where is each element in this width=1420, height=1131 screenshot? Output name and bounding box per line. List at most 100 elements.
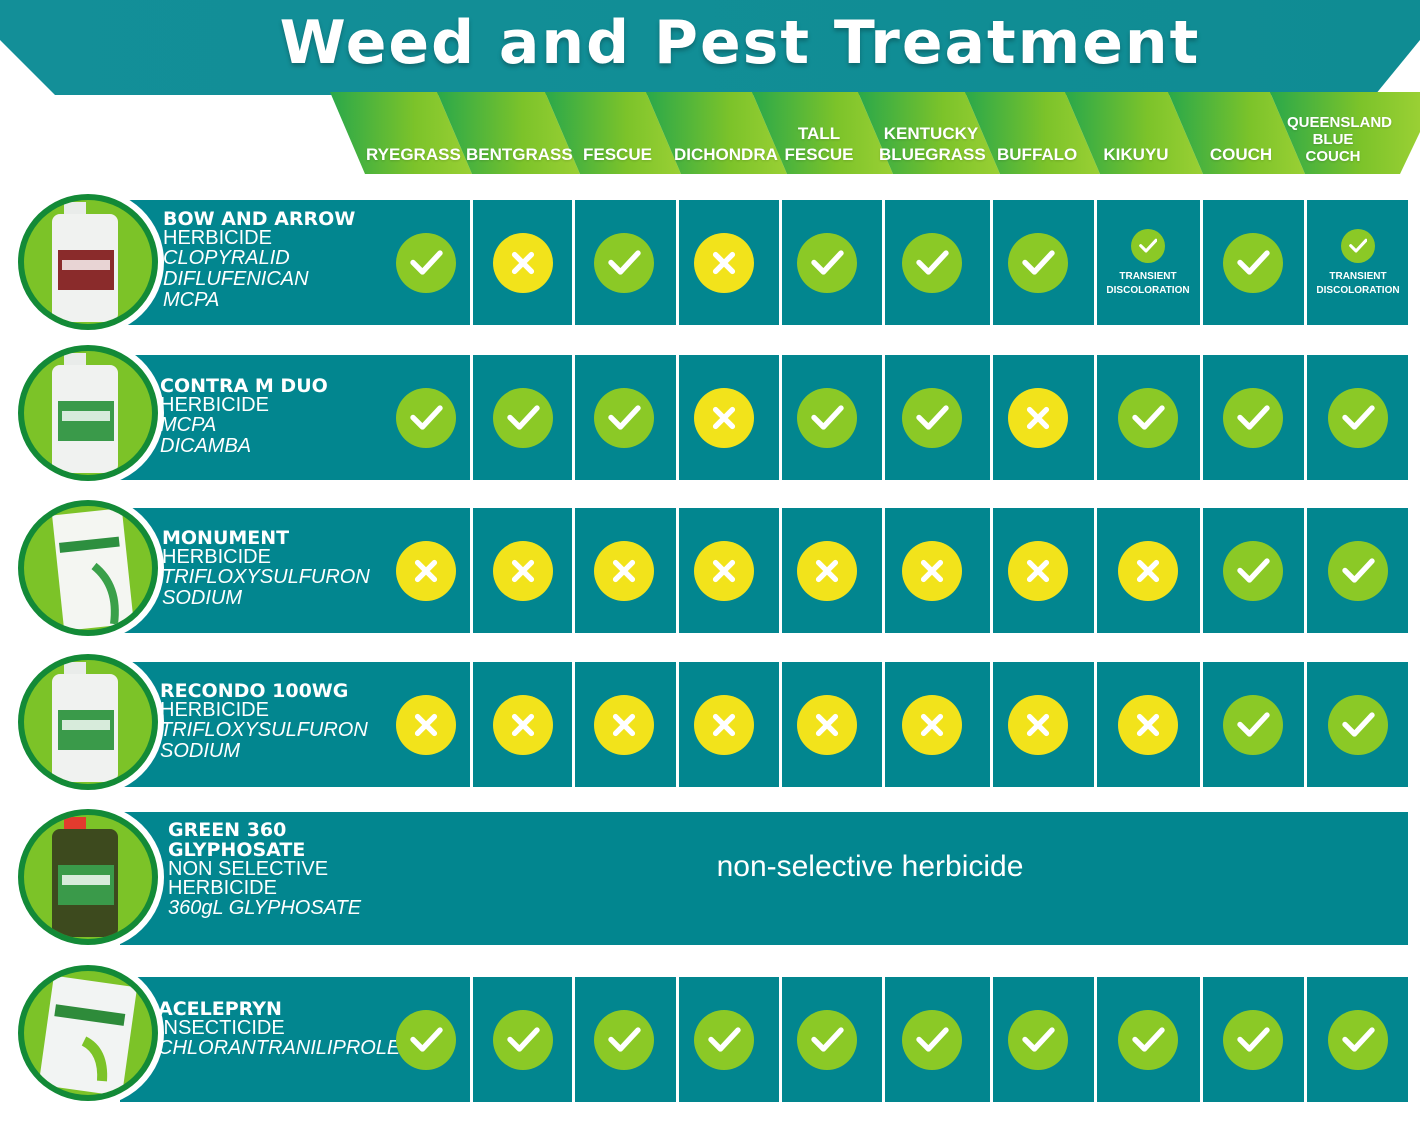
column-divider	[882, 355, 885, 480]
column-divider	[572, 977, 575, 1102]
column-divider	[1200, 355, 1203, 480]
column-divider	[1200, 662, 1203, 787]
unsuitable-cross-mark	[694, 694, 754, 755]
cross-icon	[815, 559, 839, 582]
check-icon	[810, 405, 844, 430]
monument-box	[18, 500, 158, 636]
active-ingredient: CLOPYRALID	[163, 247, 290, 269]
product-name: BOW AND ARROW	[163, 208, 356, 230]
column-tab-2	[545, 92, 681, 174]
suitable-check-mark	[902, 1009, 962, 1070]
check-icon	[1236, 250, 1270, 275]
check-icon	[1131, 1027, 1165, 1052]
column-header-bentgrass: BENTGRASS	[466, 145, 573, 164]
column-tab-8	[1168, 92, 1305, 174]
column-divider	[882, 200, 885, 325]
product-type: HERBICIDE	[163, 227, 272, 249]
unsuitable-cross-mark	[1118, 540, 1178, 601]
column-divider	[676, 508, 679, 633]
product-row	[120, 200, 1408, 325]
column-divider	[676, 662, 679, 787]
suitable-check-mark	[1223, 387, 1283, 448]
transient-discoloration-note: TRANSIENT DISCOLORATION	[1106, 271, 1190, 296]
unsuitable-cross-mark	[1118, 694, 1178, 755]
column-divider	[470, 200, 473, 325]
check-icon	[607, 405, 641, 430]
cross-icon	[1136, 713, 1160, 736]
column-divider	[470, 977, 473, 1102]
column-tab-9	[1270, 92, 1420, 174]
column-tab-1	[437, 92, 580, 174]
suitable-check-mark	[1008, 1009, 1068, 1070]
column-divider	[1094, 508, 1097, 633]
suitable-check-mark	[1223, 232, 1283, 293]
product-row	[120, 977, 1408, 1102]
column-tab-3	[646, 92, 787, 174]
column-divider	[1200, 977, 1203, 1102]
suitable-check-mark	[1328, 1009, 1388, 1070]
check-icon	[1348, 239, 1368, 253]
active-ingredient: TRIFLOXYSULFURON	[162, 566, 370, 588]
column-divider	[779, 200, 782, 325]
bow-and-arrow-bottle	[18, 194, 158, 330]
column-divider	[572, 355, 575, 480]
column-header-fescue: FESCUE	[583, 145, 652, 164]
active-ingredient: DICAMBA	[160, 435, 252, 457]
active-ingredient: SODIUM	[160, 740, 240, 762]
suitable-check-mark	[902, 387, 962, 448]
column-divider	[676, 355, 679, 480]
column-divider	[676, 200, 679, 325]
column-tab-0	[330, 92, 472, 174]
cross-icon	[1026, 713, 1050, 736]
check-icon	[1021, 250, 1055, 275]
suitable-check-mark	[1131, 229, 1165, 263]
suitable-check-mark	[1328, 694, 1388, 755]
suitable-check-mark	[1223, 694, 1283, 755]
product-label: RECONDO 100WG HERBICIDE TRIFLOXYSULFURON SO…	[160, 681, 368, 762]
suitable-check-mark	[694, 1009, 754, 1070]
column-divider	[572, 662, 575, 787]
unsuitable-cross-mark	[1008, 387, 1068, 448]
column-divider	[882, 508, 885, 633]
column-divider	[779, 508, 782, 633]
acelepryn-bag	[18, 965, 158, 1101]
column-divider	[470, 662, 473, 787]
grass-header-strip	[330, 92, 1420, 174]
column-divider	[990, 200, 993, 325]
suitable-check-mark	[396, 232, 456, 293]
unsuitable-cross-mark	[694, 540, 754, 601]
check-icon	[1341, 712, 1375, 737]
column-divider	[990, 508, 993, 633]
active-ingredient: MCPA	[160, 414, 217, 436]
product-label: CONTRA M DUO HERBICIDE MCPA DICAMBA	[160, 376, 328, 457]
cross-icon	[511, 251, 535, 274]
contra-m-duo-bottle	[18, 345, 158, 481]
column-divider	[990, 355, 993, 480]
check-icon	[1341, 405, 1375, 430]
check-icon	[1021, 1027, 1055, 1052]
check-icon	[1341, 1027, 1375, 1052]
column-header-kikuyu: KIKUYU	[1103, 145, 1169, 164]
product-type: INSECTICIDE	[158, 1017, 285, 1039]
unsuitable-cross-mark	[493, 232, 553, 293]
suitable-check-mark	[396, 1009, 456, 1070]
product-type: HERBICIDE	[160, 699, 269, 721]
check-icon	[409, 250, 443, 275]
unsuitable-cross-mark	[902, 540, 962, 601]
check-icon	[506, 1027, 540, 1052]
check-icon	[707, 1027, 741, 1052]
unsuitable-cross-mark	[1008, 694, 1068, 755]
cross-icon	[712, 406, 736, 429]
active-ingredient: SODIUM	[162, 587, 242, 609]
suitable-check-mark	[594, 387, 654, 448]
suitable-check-mark	[1328, 540, 1388, 601]
column-header-tall-fescue: TALL FESCUE	[784, 124, 854, 164]
cross-icon	[1026, 559, 1050, 582]
suitable-check-mark	[797, 387, 857, 448]
active-ingredient: MCPA	[163, 289, 220, 311]
column-divider	[1094, 662, 1097, 787]
column-divider	[779, 977, 782, 1102]
product-name: ACELEPRYN	[158, 998, 282, 1020]
unsuitable-cross-mark	[797, 694, 857, 755]
column-divider	[1304, 200, 1307, 325]
